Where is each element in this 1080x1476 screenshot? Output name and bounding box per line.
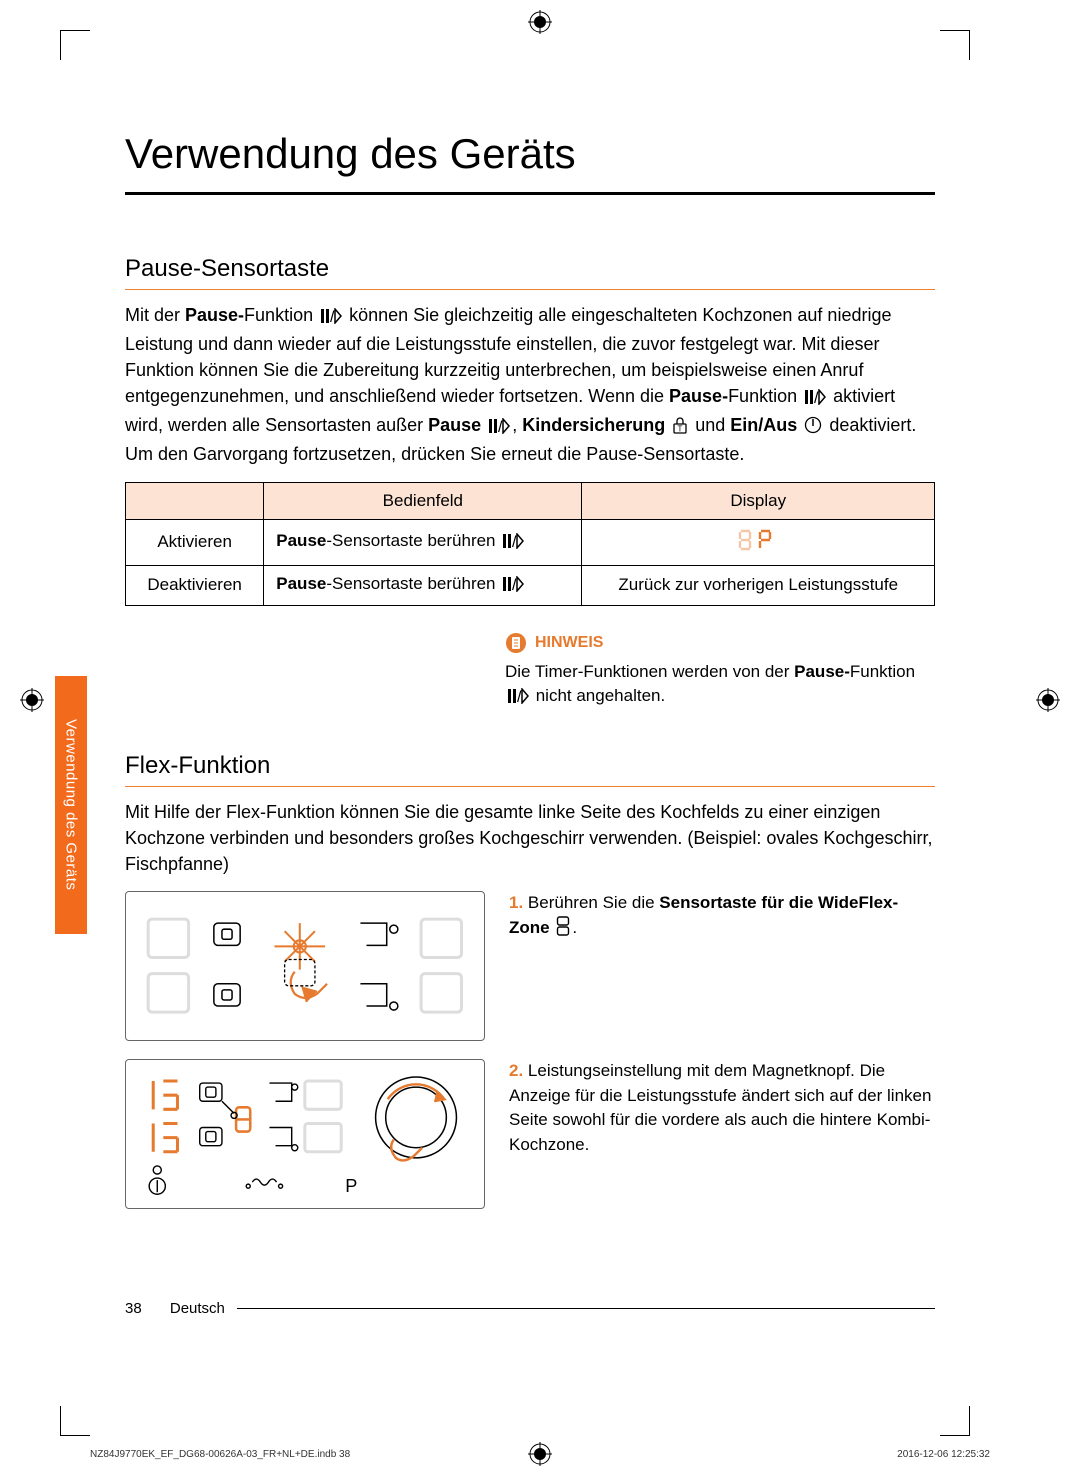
pause-play-icon: / <box>804 386 826 412</box>
table-cell-display: Zurück zur vorherigen Leistungsstufe <box>582 565 935 605</box>
section-heading-pause: Pause-Sensortaste <box>125 255 935 290</box>
pause-play-icon: / <box>320 305 342 331</box>
page-footer: 38 Deutsch <box>125 1300 935 1317</box>
svg-text:T: T <box>678 425 683 434</box>
imprint-line: NZ84J9770EK_EF_DG68-00626A-03_FR+NL+DE.i… <box>90 1449 990 1460</box>
section-side-tab: Verwendung des Geräts <box>55 676 87 934</box>
flex-figure-2: P <box>125 1059 485 1209</box>
flex-intro: Mit Hilfe der Flex-Funktion können Sie d… <box>125 799 935 877</box>
table-cell-label: Deaktivieren <box>126 565 264 605</box>
registration-mark-icon <box>1036 688 1060 712</box>
pause-table: Bedienfeld Display Aktivieren Pause-Sens… <box>125 482 935 606</box>
crop-mark-icon <box>60 1406 90 1436</box>
registration-mark-icon <box>20 688 44 712</box>
note-icon <box>505 632 527 654</box>
table-header-row: Bedienfeld Display <box>126 482 935 519</box>
imprint-timestamp: 2016-12-06 12:25:32 <box>897 1449 990 1460</box>
table-cell-display <box>582 519 935 565</box>
flex-step-2: 2. Leistungseinstellung mit dem Magnetkn… <box>509 1059 935 1158</box>
wideflex-zone-icon <box>556 916 570 944</box>
table-header: Bedienfeld <box>264 482 582 519</box>
note-header: HINWEIS <box>505 632 935 654</box>
footer-language: Deutsch <box>170 1300 225 1317</box>
flex-step-1: 1. Berühren Sie die Sensortaste für die … <box>509 891 935 943</box>
lock-icon: T <box>672 415 688 441</box>
note-text: Die Timer-Funktionen werden von der Paus… <box>505 660 935 712</box>
table-row: Aktivieren Pause-Sensortaste berühren / <box>126 519 935 565</box>
side-tab-label: Verwendung des Geräts <box>63 719 80 890</box>
table-header <box>126 482 264 519</box>
table-cell-action: Pause-Sensortaste berühren / <box>264 519 582 565</box>
step-number: 1. <box>509 893 523 912</box>
pause-play-icon: / <box>502 533 524 554</box>
table-row: Deaktivieren Pause-Sensortaste berühren … <box>126 565 935 605</box>
svg-text:P: P <box>345 1176 357 1196</box>
page-title: Verwendung des Geräts <box>125 130 935 195</box>
pause-play-icon: / <box>488 415 510 441</box>
step-number: 2. <box>509 1061 523 1080</box>
pause-play-icon: / <box>502 576 524 597</box>
table-header: Display <box>582 482 935 519</box>
imprint-filename: NZ84J9770EK_EF_DG68-00626A-03_FR+NL+DE.i… <box>90 1449 350 1460</box>
pause-paragraph: Mit der Pause-Funktion / können Sie glei… <box>125 302 935 468</box>
footer-rule <box>237 1308 935 1309</box>
crop-mark-icon <box>940 30 970 60</box>
note-block: HINWEIS Die Timer-Funktionen werden von … <box>505 632 935 712</box>
page-number: 38 <box>125 1300 142 1317</box>
section-heading-flex: Flex-Funktion <box>125 752 935 787</box>
table-cell-label: Aktivieren <box>126 519 264 565</box>
flex-figure-1 <box>125 891 485 1041</box>
note-label: HINWEIS <box>535 634 603 652</box>
registration-mark-icon <box>528 10 552 34</box>
power-icon <box>804 415 822 441</box>
table-cell-action: Pause-Sensortaste berühren / <box>264 565 582 605</box>
crop-mark-icon <box>60 30 90 60</box>
pause-play-icon: / <box>507 687 529 712</box>
seg-display-icon <box>737 528 779 552</box>
crop-mark-icon <box>940 1406 970 1436</box>
